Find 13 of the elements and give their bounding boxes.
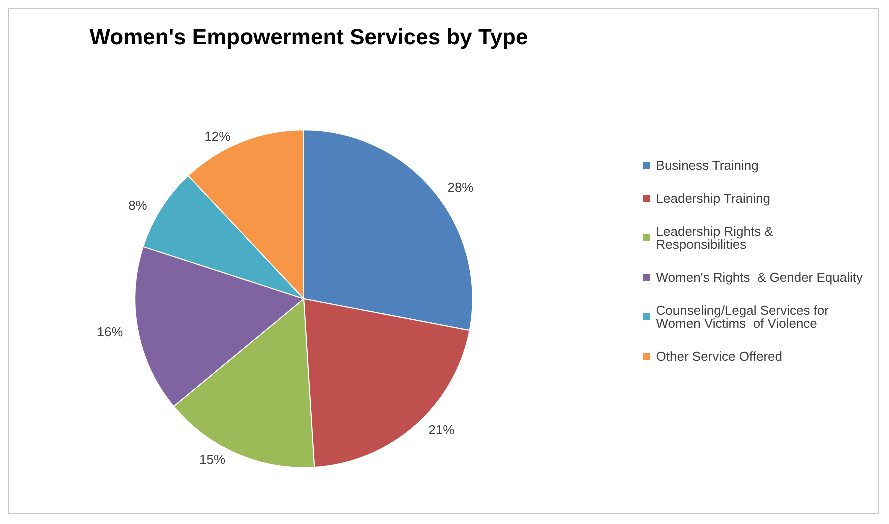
data-label: 15% [200, 452, 226, 467]
legend-label: Leadership Training [656, 191, 770, 206]
legend-label: Women's Rights & Gender Equality [656, 270, 864, 285]
legend-label: Counseling/Legal Services for Women Victims of Violence [656, 303, 833, 331]
data-label: 21% [428, 422, 456, 438]
data-label: 28% [448, 180, 474, 196]
legend-label: Other Service Offered [656, 349, 782, 364]
data-label: 12% [204, 128, 232, 144]
legend-label: Leadership Rights & Responsibilities [656, 224, 777, 252]
data-label: 16% [97, 324, 124, 340]
data-label: 8% [128, 198, 148, 213]
legend-label: Business Training [656, 158, 759, 173]
chart-title: Women's Empowerment Services by Type [90, 24, 528, 50]
